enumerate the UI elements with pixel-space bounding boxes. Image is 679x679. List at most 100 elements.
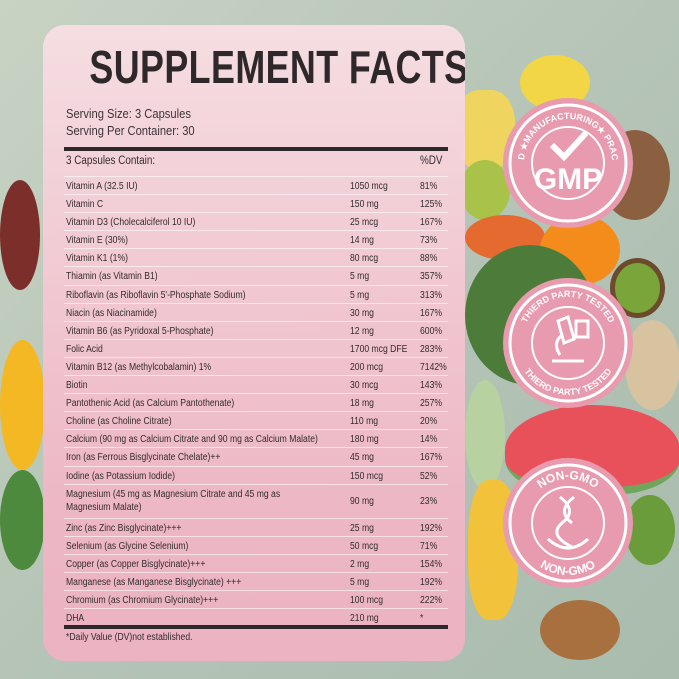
nutrient-dv: 222% xyxy=(420,594,442,606)
table-row: Vitamin B6 (as Pyridoxal 5-Phosphate) 12 … xyxy=(64,320,448,339)
nutrient-name: Vitamin D3 (Cholecalciferol 10 IU) xyxy=(66,217,196,229)
panel-title: SUPPLEMENT FACTS xyxy=(89,41,465,93)
badge-nongmo-bottom-text: NON-GMO xyxy=(538,557,597,578)
nutrient-amount: 210 mg xyxy=(350,613,379,625)
nutrient-amount: 90 mg xyxy=(350,495,374,507)
non-gmo-badge: NON-GMO NON-GMO xyxy=(503,458,633,588)
nutrient-dv: 125% xyxy=(420,199,442,211)
nutrient-name: Thiamin (as Vitamin B1) xyxy=(66,271,158,283)
nutrient-name: Folic Acid xyxy=(66,343,103,355)
nutrient-dv: 283% xyxy=(420,343,442,355)
svg-text:NON-GMO: NON-GMO xyxy=(534,468,601,491)
nutrient-name: Vitamin A (32.5 IU) xyxy=(66,181,138,192)
nutrient-dv: 357% xyxy=(420,271,442,283)
badge-nongmo-top-text: NON-GMO xyxy=(534,468,601,491)
nutrient-name: Iodine (as Potassium Iodide) xyxy=(66,470,175,482)
nutrient-name: Zinc (as Zinc Bisglycinate)+++ xyxy=(66,522,182,534)
nutrient-name: Biotin xyxy=(66,380,88,392)
nutrient-name: Selenium (as Glycine Selenium) xyxy=(66,540,189,552)
nutrient-dv: 7142% xyxy=(420,361,447,373)
header-dv: %DV xyxy=(420,155,443,167)
table-row: Thiamin (as Vitamin B1) 5 mg 357% xyxy=(64,266,448,284)
nutrient-amount: 80 mcg xyxy=(350,253,379,265)
nutrient-dv: 73% xyxy=(420,235,438,247)
table-row: Pantothenic Acid (as Calcium Pantothenat… xyxy=(64,393,448,411)
table-row: Iron (as Ferrous Bisglycinate Chelate)++… xyxy=(64,447,448,465)
supplement-facts-panel: SUPPLEMENT FACTS Serving Size: 3 Capsule… xyxy=(43,25,465,661)
table-row: Choline (as Choline Citrate) 110 mg 20% xyxy=(64,411,448,429)
nutrient-dv: 23% xyxy=(420,495,438,507)
nutrient-dv: 88% xyxy=(420,253,438,265)
nutrient-amount: 2 mg xyxy=(350,558,370,570)
nutrient-amount: 110 mg xyxy=(350,416,379,428)
table-row: Niacin (as Niacinamide) 30 mg 167% xyxy=(64,302,448,321)
nutrient-dv: * xyxy=(420,613,424,625)
table-row: Vitamin A (32.5 IU) 1050 mcg 81% xyxy=(64,176,448,194)
nutrient-name: Pantothenic Acid (as Calcium Pantothenat… xyxy=(66,398,235,410)
nutrient-name: DHA xyxy=(66,613,85,625)
nutrient-dv: 600% xyxy=(420,325,442,337)
divider xyxy=(64,147,448,151)
nutrient-dv: 81% xyxy=(420,181,438,192)
nutrient-name: Vitamin K1 (1%) xyxy=(66,253,128,265)
nutrient-amount: 30 mg xyxy=(350,307,374,319)
nutrient-amount: 25 mg xyxy=(350,522,374,534)
table-row: Vitamin C 150 mg 125% xyxy=(64,194,448,212)
nutrient-dv: 257% xyxy=(420,398,442,410)
serving-size: Serving Size: 3 Capsules xyxy=(66,106,191,121)
table-row: Copper (as Copper Bisglycinate)+++ 2 mg 15… xyxy=(64,553,448,572)
nutrient-name: Choline (as Choline Citrate) xyxy=(66,416,172,428)
nutrient-amount: 12 mg xyxy=(350,325,374,337)
nutrient-name: Magnesium (45 mg as Magnesium Citrate an… xyxy=(66,488,281,513)
table-row: Biotin 30 mcg 143% xyxy=(64,375,448,393)
nutrient-amount: 100 mcg xyxy=(350,594,383,606)
nutrient-name: Chromium (as Chromium Glycinate)+++ xyxy=(66,594,219,606)
nutrient-name: Niacin (as Niacinamide) xyxy=(66,307,157,319)
nutrient-dv: 154% xyxy=(420,558,442,570)
table-row: Vitamin B12 (as Methylcobalamin) 1% 200 m… xyxy=(64,356,448,375)
serving-info: Serving Size: 3 Capsules Serving Per Con… xyxy=(66,105,195,139)
nutrient-amount: 150 mg xyxy=(350,199,379,211)
table-row: Calcium (90 mg as Calcium Citrate and 90… xyxy=(64,429,448,447)
nutrient-amount: 14 mg xyxy=(350,235,374,247)
nutrient-amount: 200 mcg xyxy=(350,361,383,373)
nutrient-amount: 30 mcg xyxy=(350,380,379,392)
table-row: DHA 210 mg * xyxy=(64,608,448,626)
nutrient-amount: 5 mg xyxy=(350,576,370,588)
nutrient-dv: 167% xyxy=(420,307,442,319)
table-header: 3 Capsules Contain: %DV xyxy=(66,152,448,170)
nutrient-name: Vitamin C xyxy=(66,199,104,211)
nutrient-dv: 71% xyxy=(420,540,438,552)
table-row: Magnesium (45 mg as Magnesium Citrate an… xyxy=(64,483,448,518)
table-row: Zinc (as Zinc Bisglycinate)+++ 25 mg 192% xyxy=(64,517,448,536)
table-row: Iodine (as Potassium Iodide) 150 mcg 52% xyxy=(64,465,448,484)
nutrient-name: Vitamin B6 (as Pyridoxal 5-Phosphate) xyxy=(66,325,214,337)
nutrient-name: Riboflavin (as Riboflavin 5'-Phosphate S… xyxy=(66,289,246,301)
nutrient-dv: 192% xyxy=(420,522,442,534)
svg-text:NON-GMO: NON-GMO xyxy=(538,557,597,578)
nutrient-amount: 18 mg xyxy=(350,398,374,410)
divider xyxy=(64,625,448,629)
dna-icon xyxy=(546,495,590,550)
nutrient-name: Vitamin E (30%) xyxy=(66,235,128,247)
nutrient-dv: 192% xyxy=(420,576,442,588)
table-row: Folic Acid 1700 mcg DFE 283% xyxy=(64,338,448,357)
nutrient-name: Calcium (90 mg as Calcium Citrate and 90… xyxy=(66,434,318,446)
third-party-tested-badge: THIERD PARTY TESTED THIERD PARTY TESTED xyxy=(503,278,633,408)
nutrient-amount: 45 mg xyxy=(350,452,374,464)
nutrient-name: Iron (as Ferrous Bisglycinate Chelate)++ xyxy=(66,452,221,464)
nutrient-amount: 1700 mcg DFE xyxy=(350,343,408,355)
nutrient-dv: 167% xyxy=(420,217,442,229)
badge-gmp-label: GMP xyxy=(534,163,602,196)
checkmark-icon xyxy=(549,130,589,162)
serving-per-container: Serving Per Container: 30 xyxy=(66,123,195,138)
table-row: Chromium (as Chromium Glycinate)+++ 100 m… xyxy=(64,589,448,608)
table-row: Riboflavin (as Riboflavin 5'-Phosphate S… xyxy=(64,284,448,303)
nutrient-dv: 143% xyxy=(420,380,442,392)
nutrient-amount: 1050 mcg xyxy=(350,181,388,192)
nutrient-name: Vitamin B12 (as Methylcobalamin) 1% xyxy=(66,361,212,373)
nutrient-dv: 20% xyxy=(420,416,438,428)
table-row: Vitamin E (30%) 14 mg 73% xyxy=(64,230,448,248)
nutrient-dv: 167% xyxy=(420,452,442,464)
microscope-icon xyxy=(552,314,590,363)
